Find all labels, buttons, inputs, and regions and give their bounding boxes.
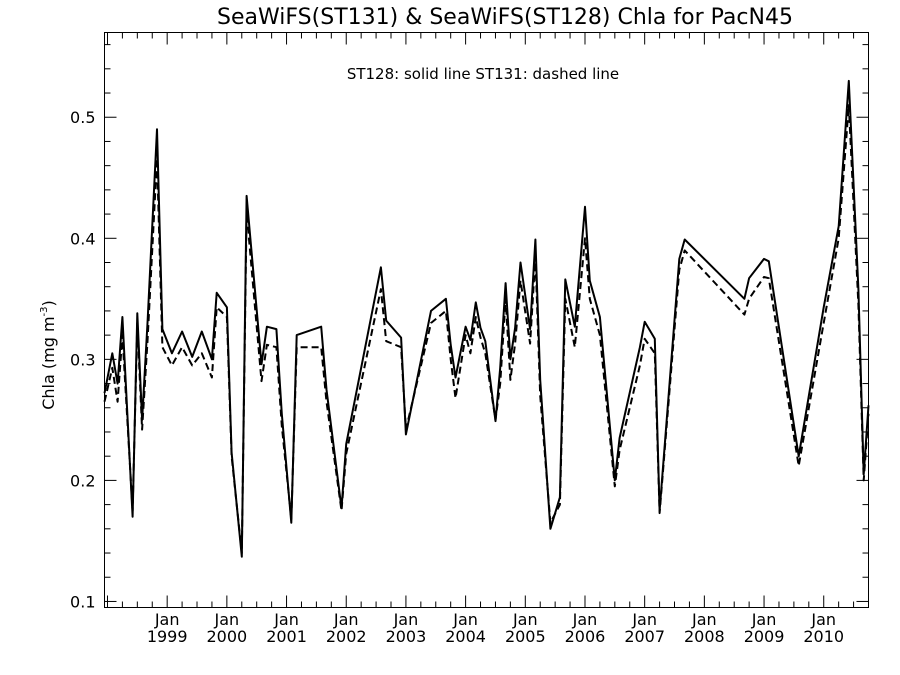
x-tick-year-label: 2004 [445, 627, 486, 646]
y-axis-label-superscript: -3 [39, 306, 50, 316]
x-tick-year-label: 1999 [147, 627, 188, 646]
x-tick-month-label: Jan [393, 610, 419, 629]
y-axis-label: Chla (mg m-3) [39, 300, 58, 410]
x-tick-year-label: 2000 [207, 627, 248, 646]
y-tick-label: 0.1 [70, 592, 95, 611]
x-tick-year-label: 2005 [505, 627, 546, 646]
series-group [103, 79, 870, 558]
x-tick-year-label: 2009 [744, 627, 785, 646]
x-tick-year-label: 2001 [266, 627, 307, 646]
chart-title: SeaWiFS(ST131) & SeaWiFS(ST128) Chla for… [217, 5, 793, 30]
y-tick-label: 0.2 [70, 471, 95, 490]
series-st128-solid-line [103, 79, 870, 558]
x-tick-month-label: Jan [512, 610, 538, 629]
y-tick-label: 0.3 [70, 350, 95, 369]
y-axis-label-text: Chla (mg m [39, 316, 58, 409]
y-tick-label: 0.4 [70, 229, 95, 248]
legend-annotation: ST128: solid line ST131: dashed line [347, 65, 619, 83]
x-tick-month-label: Jan [751, 610, 777, 629]
y-axis-label-close: ) [39, 300, 58, 306]
x-tick-year-label: 2007 [624, 627, 665, 646]
y-axis-ticks: 0.1 0.2 0.3 0.4 0.5 [70, 44, 869, 611]
x-tick-year-label: 2006 [565, 627, 606, 646]
x-tick-year-label: 2010 [803, 627, 844, 646]
x-tick-year-label: 2003 [386, 627, 427, 646]
x-tick-month-label: Jan [273, 610, 299, 629]
x-axis-ticks: Jan1999Jan2000Jan2001Jan2002Jan2003Jan20… [106, 32, 869, 646]
x-tick-month-label: Jan [333, 610, 359, 629]
x-tick-month-label: Jan [691, 610, 717, 629]
y-tick-label: 0.5 [70, 108, 95, 127]
x-tick-month-label: Jan [452, 610, 478, 629]
x-tick-month-label: Jan [154, 610, 180, 629]
x-tick-month-label: Jan [810, 610, 836, 629]
series-st131-dashed-line [103, 104, 870, 554]
x-tick-year-label: 2008 [684, 627, 725, 646]
x-tick-month-label: Jan [631, 610, 657, 629]
x-tick-month-label: Jan [214, 610, 240, 629]
x-tick-year-label: 2002 [326, 627, 367, 646]
plot-frame [104, 32, 869, 608]
x-tick-month-label: Jan [572, 610, 598, 629]
